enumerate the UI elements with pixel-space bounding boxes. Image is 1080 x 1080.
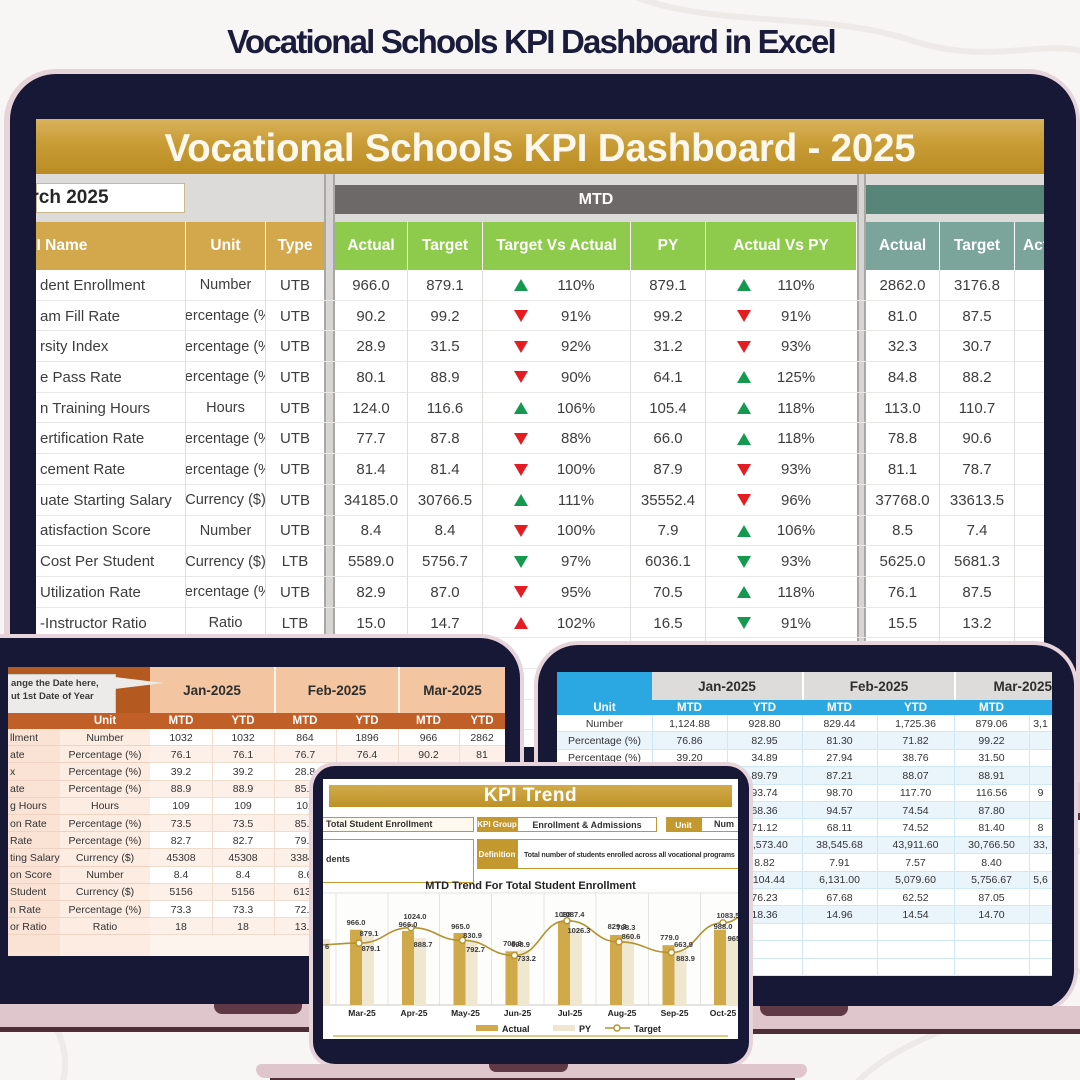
svg-text:1026.3: 1026.3 (568, 926, 591, 935)
svg-text:965.0: 965.0 (451, 922, 470, 931)
svg-text:879.1: 879.1 (362, 944, 381, 953)
svg-text:Aug-25: Aug-25 (608, 1008, 637, 1018)
svg-text:708.9: 708.9 (503, 939, 522, 948)
svg-text:663.9: 663.9 (674, 940, 693, 949)
svg-text:Target: Target (634, 1024, 661, 1034)
svg-text:Oct-25: Oct-25 (710, 1008, 737, 1018)
svg-text:988.0: 988.0 (714, 922, 733, 931)
svg-text:888.7: 888.7 (414, 940, 433, 949)
svg-text:1024.0: 1024.0 (404, 912, 427, 921)
svg-text:792.7: 792.7 (466, 945, 485, 954)
svg-text:Mar-25: Mar-25 (348, 1008, 376, 1018)
svg-text:1083.5: 1083.5 (717, 911, 738, 920)
svg-text:879.1: 879.1 (360, 929, 379, 938)
svg-text:Apr-25: Apr-25 (401, 1008, 428, 1018)
svg-text:966.0: 966.0 (399, 920, 418, 929)
svg-text:830.9: 830.9 (463, 931, 482, 940)
svg-text:1088: 1088 (555, 910, 572, 919)
svg-text:6: 6 (325, 942, 329, 951)
svg-text:733.2: 733.2 (517, 954, 536, 963)
svg-text:Actual: Actual (502, 1024, 530, 1034)
svg-text:965.3: 965.3 (728, 934, 738, 943)
svg-text:883.9: 883.9 (676, 954, 695, 963)
svg-text:698.9: 698.9 (511, 940, 530, 949)
svg-text:966.0: 966.0 (347, 918, 366, 927)
svg-text:1087.4: 1087.4 (562, 910, 586, 919)
svg-text:829.3: 829.3 (608, 922, 627, 931)
svg-text:May-25: May-25 (451, 1008, 480, 1018)
svg-text:798.3: 798.3 (617, 923, 636, 932)
svg-text:PY: PY (579, 1024, 591, 1034)
svg-text:Jun-25: Jun-25 (504, 1008, 532, 1018)
svg-text:Sep-25: Sep-25 (661, 1008, 689, 1018)
svg-text:779.0: 779.0 (660, 933, 679, 942)
svg-text:Jul-25: Jul-25 (558, 1008, 583, 1018)
svg-text:860.6: 860.6 (622, 932, 641, 941)
